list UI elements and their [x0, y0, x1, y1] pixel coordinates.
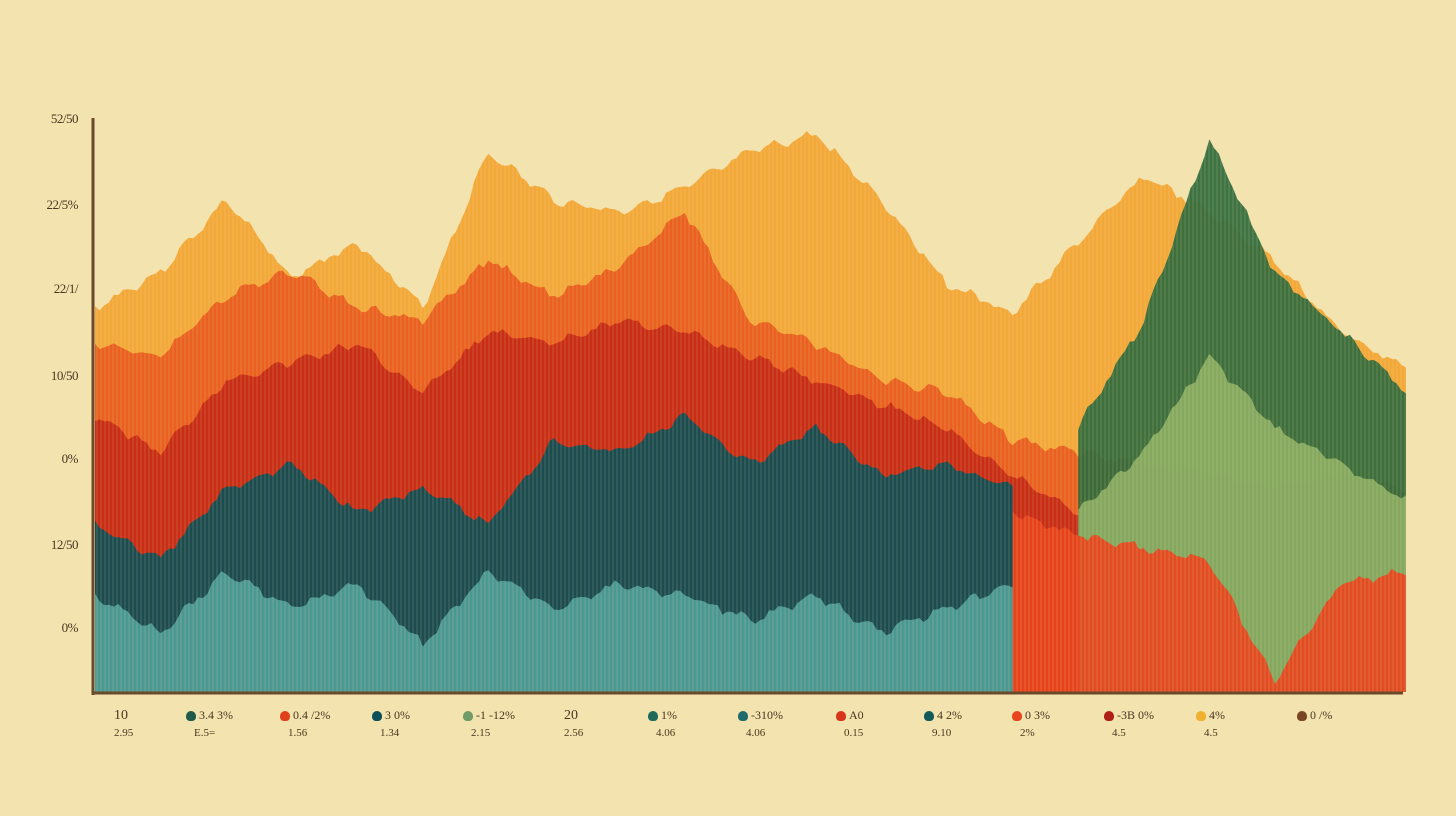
- legend-label: A0: [849, 708, 864, 722]
- legend-label: 10: [114, 708, 128, 723]
- legend-item: 0 /%: [1297, 708, 1332, 723]
- legend-marker-icon: [648, 710, 658, 721]
- y-tick-label: 10/50: [50, 368, 79, 383]
- legend-item: 3.4 3%: [186, 708, 233, 723]
- legend-item: 10: [114, 708, 128, 724]
- legend-item: -310%: [738, 708, 783, 723]
- legend-item: 1%: [648, 708, 677, 723]
- legend-item: 0 3%: [1012, 708, 1050, 723]
- legend-label: 4%: [1209, 708, 1225, 722]
- legend-sublabel: 0.15: [844, 727, 864, 739]
- legend-marker-icon: [186, 710, 196, 721]
- legend-marker-icon: [372, 710, 382, 721]
- legend-marker-icon: [1012, 710, 1022, 721]
- legend-item: -1 -12%: [463, 708, 515, 723]
- legend-item: 0.4 /2%: [280, 708, 330, 723]
- legend-item: 4%: [1196, 708, 1225, 723]
- legend-item: -3B 0%: [1104, 708, 1154, 723]
- legend-sublabel: E.5=: [194, 727, 216, 739]
- legend-marker-icon: [1297, 710, 1307, 721]
- legend-item: 20: [564, 708, 578, 724]
- y-tick-label: 52/50: [50, 111, 79, 126]
- legend-sublabel: 1.56: [288, 727, 308, 739]
- legend-sublabel: 4.06: [656, 727, 676, 739]
- legend-sublabel: 2.15: [471, 727, 491, 739]
- legend-marker-icon: [1104, 710, 1114, 721]
- legend-sublabel: 9.10: [932, 727, 952, 739]
- legend-item: 3 0%: [372, 708, 410, 723]
- y-tick-label: 22/5%: [46, 197, 79, 212]
- legend-label: 0 /%: [1310, 708, 1333, 722]
- y-tick-label: 0%: [61, 620, 79, 635]
- legend-label: 0 3%: [1025, 708, 1050, 722]
- legend-marker-icon: [463, 710, 473, 721]
- legend-item: 4 2%: [924, 708, 962, 723]
- legend-item: A0: [836, 708, 864, 723]
- legend-sublabel: 1.34: [380, 727, 400, 739]
- legend-sublabel: 4.06: [746, 727, 766, 739]
- legend-label: 0.4 /2%: [293, 708, 331, 722]
- legend-marker-icon: [738, 710, 748, 721]
- y-tick-label: 12/50: [50, 537, 79, 552]
- legend-sublabel: 2.95: [114, 727, 134, 739]
- legend-marker-icon: [1196, 710, 1206, 721]
- y-tick-label: 0%: [61, 451, 79, 466]
- legend-label: 4 2%: [937, 708, 962, 722]
- legend-marker-icon: [280, 710, 290, 721]
- legend-marker-icon: [924, 710, 934, 721]
- legend-label: -3B 0%: [1117, 708, 1154, 722]
- legend-label: 20: [564, 708, 578, 723]
- legend-label: 3 0%: [385, 708, 410, 722]
- legend-sublabel: 2%: [1020, 727, 1035, 739]
- legend-sublabel: 4.5: [1112, 727, 1126, 739]
- legend-marker-icon: [836, 710, 846, 721]
- legend-label: -1 -12%: [476, 708, 515, 722]
- legend-label: 3.4 3%: [199, 708, 233, 722]
- y-tick-label: 22/1/: [53, 281, 79, 296]
- legend-sublabel: 4.5: [1204, 727, 1218, 739]
- legend-sublabel: 2.56: [564, 727, 584, 739]
- legend-label: 1%: [661, 708, 677, 722]
- hatch-overlay: [94, 90, 1406, 694]
- legend-label: -310%: [751, 708, 783, 722]
